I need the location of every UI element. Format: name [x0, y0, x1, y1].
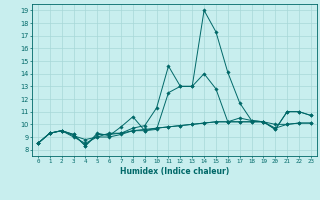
X-axis label: Humidex (Indice chaleur): Humidex (Indice chaleur) [120, 167, 229, 176]
